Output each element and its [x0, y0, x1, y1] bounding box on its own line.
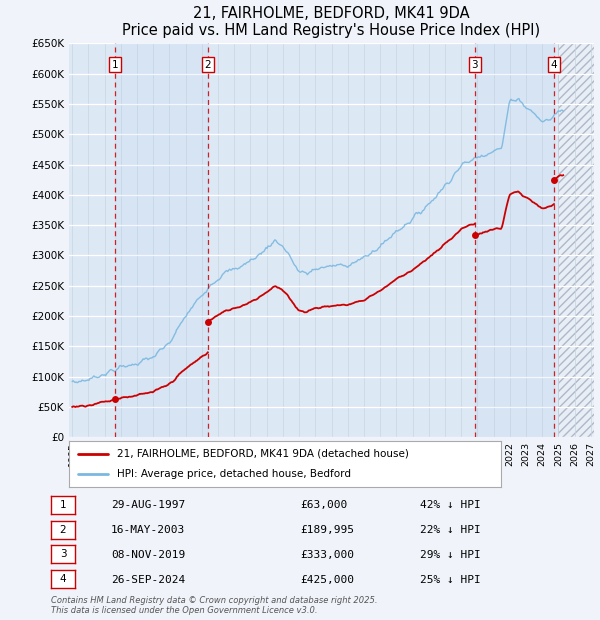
Text: 4: 4 — [551, 60, 557, 69]
Text: 3: 3 — [59, 549, 67, 559]
Bar — [559, 43, 594, 437]
Text: 2: 2 — [59, 525, 67, 534]
Text: 3: 3 — [472, 60, 478, 69]
Text: 26-SEP-2024: 26-SEP-2024 — [111, 575, 185, 585]
Text: 08-NOV-2019: 08-NOV-2019 — [111, 550, 185, 560]
Text: 29% ↓ HPI: 29% ↓ HPI — [420, 550, 481, 560]
Text: 4: 4 — [59, 574, 67, 584]
Text: 22% ↓ HPI: 22% ↓ HPI — [420, 525, 481, 535]
Bar — [559, 43, 594, 437]
Bar — [115, 43, 208, 437]
Text: 29-AUG-1997: 29-AUG-1997 — [111, 500, 185, 510]
Text: 25% ↓ HPI: 25% ↓ HPI — [420, 575, 481, 585]
Text: £425,000: £425,000 — [300, 575, 354, 585]
Text: HPI: Average price, detached house, Bedford: HPI: Average price, detached house, Bedf… — [116, 469, 350, 479]
Text: £333,000: £333,000 — [300, 550, 354, 560]
Title: 21, FAIRHOLME, BEDFORD, MK41 9DA
Price paid vs. HM Land Registry's House Price I: 21, FAIRHOLME, BEDFORD, MK41 9DA Price p… — [122, 6, 541, 38]
Text: 16-MAY-2003: 16-MAY-2003 — [111, 525, 185, 535]
Text: 42% ↓ HPI: 42% ↓ HPI — [420, 500, 481, 510]
Text: Contains HM Land Registry data © Crown copyright and database right 2025.
This d: Contains HM Land Registry data © Crown c… — [51, 596, 377, 615]
Text: 21, FAIRHOLME, BEDFORD, MK41 9DA (detached house): 21, FAIRHOLME, BEDFORD, MK41 9DA (detach… — [116, 449, 409, 459]
Text: £63,000: £63,000 — [300, 500, 347, 510]
Text: £189,995: £189,995 — [300, 525, 354, 535]
Text: 1: 1 — [59, 500, 67, 510]
Text: 1: 1 — [112, 60, 119, 69]
Bar — [475, 43, 554, 437]
Text: 2: 2 — [205, 60, 211, 69]
